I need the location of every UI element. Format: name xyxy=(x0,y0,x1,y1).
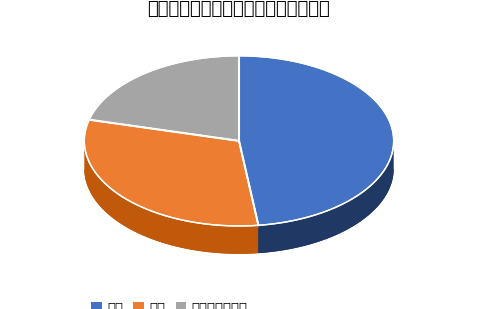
Polygon shape xyxy=(89,56,239,141)
Text: 48%: 48% xyxy=(337,126,373,141)
Polygon shape xyxy=(84,141,259,254)
Polygon shape xyxy=(259,141,394,253)
Polygon shape xyxy=(84,169,259,254)
Polygon shape xyxy=(239,169,394,253)
Text: 21%: 21% xyxy=(167,68,203,83)
Title: タンクの運転＆走行性能の満足度調査: タンクの運転＆走行性能の満足度調査 xyxy=(148,0,330,18)
Text: 31%: 31% xyxy=(128,180,164,195)
Legend: 満足, 不満, どちらでもない: 満足, 不満, どちらでもない xyxy=(86,297,253,309)
Polygon shape xyxy=(239,56,394,225)
Polygon shape xyxy=(84,120,259,226)
